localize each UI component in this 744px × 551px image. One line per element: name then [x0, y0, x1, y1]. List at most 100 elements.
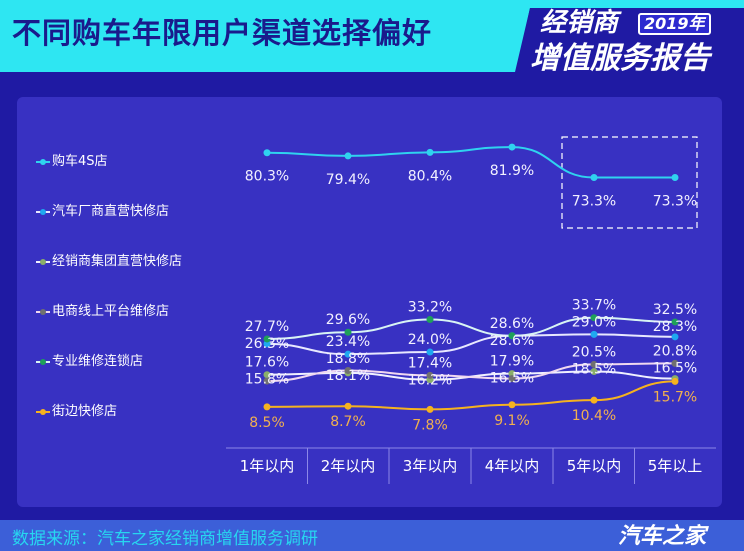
data-point: [671, 377, 679, 385]
data-point: [508, 370, 516, 378]
data-point: [508, 332, 516, 340]
data-point: [590, 330, 598, 338]
data-point: [344, 366, 352, 374]
data-point: [590, 174, 598, 182]
legend-label: 汽车厂商直营快修店: [52, 204, 170, 219]
data-point: [671, 318, 679, 326]
data-label: 9.1%: [494, 413, 530, 429]
data-point: [263, 377, 271, 385]
series-line: [266, 333, 676, 356]
data-label: 20.5%: [572, 344, 616, 360]
legend-item: 汽车厂商直营快修店: [36, 200, 169, 220]
data-point: [426, 315, 434, 323]
legend-item: 电商线上平台维修店: [36, 300, 169, 320]
highlight-box: [561, 136, 698, 229]
line-chart: 1年以内 2年以内 3年以内 4年以内 5年以内 5年以上 80.3% 27.7%26.3% 1…: [226, 136, 716, 484]
data-label: 20.8%: [653, 343, 697, 359]
data-point: [263, 340, 271, 348]
legend-item: 专业维修连锁店: [36, 350, 143, 370]
legend-marker-icon: [36, 158, 50, 165]
data-point: [263, 149, 271, 157]
data-label: 81.9%: [490, 163, 534, 179]
data-point: [344, 350, 352, 358]
data-label: 28.6%: [490, 316, 534, 332]
series-line: [266, 362, 676, 383]
x-tick-label: 5年以上: [648, 457, 703, 475]
data-label: 80.4%: [408, 168, 452, 184]
data-point: [508, 375, 516, 383]
footer: 数据来源：汽车之家经销商增值服务调研 汽车之家: [0, 520, 744, 551]
brand-line1: 经销商: [540, 8, 619, 38]
data-point: [508, 143, 516, 151]
legend-label: 购车4S店: [52, 154, 108, 169]
legend-item: 街边快修店: [36, 400, 117, 420]
data-label: 79.4%: [326, 172, 370, 188]
x-tick-label: 1年以内: [240, 457, 295, 475]
data-label: 26.3%: [245, 336, 289, 352]
x-tick-label: 2年以内: [321, 457, 376, 475]
data-label: 16.5%: [490, 371, 534, 387]
data-point: [426, 405, 434, 413]
data-label: 29.6%: [326, 312, 370, 328]
data-point: [590, 396, 598, 404]
data-point: [590, 314, 598, 322]
data-label: 17.4%: [408, 355, 452, 371]
legend-marker-icon: [36, 408, 50, 415]
brand-line2: 增值服务报告: [530, 41, 710, 76]
legend-marker-icon: [36, 258, 50, 265]
data-point: [263, 403, 271, 411]
series-line: [266, 316, 676, 340]
legend-label: 街边快修店: [52, 404, 118, 419]
data-label: 27.7%: [245, 319, 289, 335]
legend-item: 经销商集团直营快修店: [36, 250, 182, 270]
data-point: [263, 335, 271, 343]
data-label: 16.2%: [408, 372, 452, 388]
data-source: 数据来源：汽车之家经销商增值服务调研: [12, 529, 318, 549]
brand-year: 2019年: [638, 13, 711, 35]
x-tick-label: 3年以内: [403, 457, 458, 475]
data-label: 28.3%: [653, 319, 697, 335]
data-point: [263, 371, 271, 379]
data-label: 23.4%: [326, 334, 370, 350]
data-label: 15.8%: [245, 372, 289, 388]
legend-label: 经销商集团直营快修店: [52, 254, 183, 269]
data-point: [671, 333, 679, 341]
legend-marker-icon: [36, 208, 50, 215]
data-point: [671, 359, 679, 367]
data-label: 15.7%: [653, 389, 697, 405]
data-point: [590, 360, 598, 368]
data-label: 10.4%: [572, 408, 616, 424]
data-label: 18.5%: [572, 361, 616, 377]
data-label: 33.2%: [408, 299, 452, 315]
legend-marker-icon: [36, 308, 50, 315]
data-label: 33.7%: [572, 298, 616, 314]
data-label: 17.9%: [490, 354, 534, 370]
data-point: [344, 152, 352, 160]
x-tick-label: 4年以内: [485, 457, 540, 475]
data-label: 8.7%: [330, 414, 366, 430]
data-point: [426, 148, 434, 156]
legend-label: 电商线上平台维修店: [52, 304, 170, 319]
data-label: 73.3%: [572, 194, 616, 210]
data-label: 17.6%: [245, 355, 289, 371]
legend-label: 专业维修连锁店: [52, 354, 144, 369]
data-label: 29.0%: [572, 315, 616, 331]
data-label: 80.3%: [245, 169, 289, 185]
data-label: 7.8%: [412, 417, 448, 433]
autohome-logo: 汽车之家: [618, 524, 707, 549]
x-tick-label: 5年以内: [567, 457, 622, 475]
brand-badge: 经销商 2019年 增值服务报告: [530, 8, 730, 80]
chart-panel: [17, 97, 722, 507]
data-label: 28.6%: [490, 333, 534, 349]
data-point: [344, 328, 352, 336]
data-label: 16.5%: [653, 360, 697, 376]
data-point: [508, 401, 516, 409]
data-point: [426, 348, 434, 356]
legend-marker-icon: [36, 358, 50, 365]
data-label: 8.5%: [249, 415, 285, 431]
series-line: [266, 380, 676, 411]
data-point: [426, 371, 434, 379]
data-label: 73.3%: [653, 194, 697, 210]
data-point: [344, 402, 352, 410]
data-label: 18.8%: [326, 351, 370, 367]
